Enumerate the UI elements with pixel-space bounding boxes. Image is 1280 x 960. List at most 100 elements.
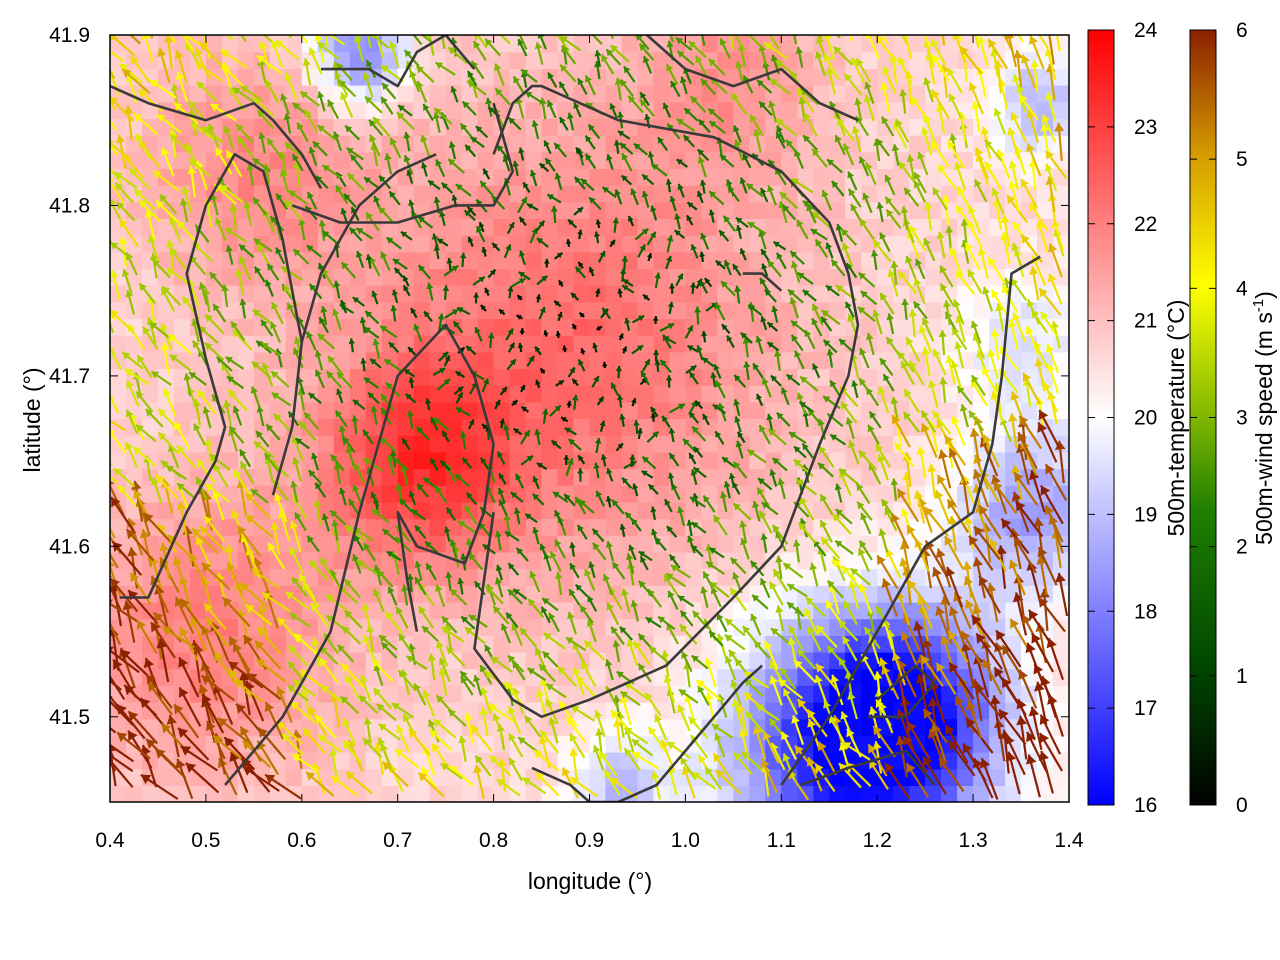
heatmap-cell — [477, 785, 495, 802]
heatmap-cell — [525, 151, 543, 169]
heatmap-cell — [301, 218, 319, 236]
heatmap-cell — [685, 218, 702, 236]
heatmap-cell — [301, 485, 319, 503]
heatmap-cell — [445, 135, 463, 153]
heatmap-cell — [797, 68, 814, 86]
heatmap-cell — [605, 251, 623, 270]
heatmap-cell — [541, 285, 559, 303]
heatmap-cell — [189, 68, 207, 86]
heatmap-cell — [925, 785, 942, 802]
heatmap-cell — [349, 285, 367, 303]
heatmap-cell — [509, 601, 527, 620]
heatmap-cell — [253, 535, 271, 553]
heatmap-cell — [317, 135, 335, 153]
heatmap-cell — [173, 401, 191, 420]
heatmap-cell — [653, 85, 670, 103]
heatmap-cell — [765, 235, 782, 253]
heatmap-cell — [253, 485, 271, 503]
heatmap-cell — [317, 601, 335, 620]
heatmap-cell — [381, 218, 399, 236]
heatmap-cell — [653, 485, 670, 503]
heatmap-cell — [717, 51, 734, 69]
heatmap-cell — [509, 235, 527, 253]
heatmap-cell — [301, 368, 319, 386]
heatmap-cell — [349, 301, 367, 320]
heatmap-cell — [157, 251, 175, 270]
heatmap-cell — [173, 151, 191, 169]
heatmap-cell — [557, 151, 575, 169]
heatmap-cell — [205, 535, 223, 553]
heatmap-cell — [253, 118, 271, 136]
x-tick-label: 1.1 — [767, 829, 796, 852]
heatmap-cell — [205, 251, 223, 270]
heatmap-cell — [557, 468, 575, 486]
heatmap-cell — [637, 268, 655, 286]
heatmap-cell — [973, 201, 990, 219]
heatmap-cell — [365, 518, 383, 536]
heatmap-cell — [541, 318, 559, 336]
heatmap-cell — [205, 285, 223, 303]
heatmap-cell — [285, 251, 303, 270]
heatmap-cell — [221, 685, 239, 703]
heatmap-cell — [237, 368, 255, 386]
heatmap-cell — [653, 185, 670, 203]
heatmap-cell — [173, 118, 191, 136]
heatmap-cell — [397, 318, 415, 336]
heatmap-cell — [157, 368, 175, 386]
heatmap-cell — [381, 68, 399, 86]
heatmap-cell — [509, 418, 527, 436]
heatmap-cell — [509, 451, 527, 470]
heatmap-cell — [301, 785, 319, 802]
heatmap-cell — [349, 385, 367, 403]
heatmap-cell — [717, 201, 734, 219]
heatmap-cell — [397, 85, 415, 103]
heatmap-cell — [381, 601, 399, 620]
heatmap-cell — [413, 451, 431, 470]
heatmap-cell — [861, 785, 878, 802]
heatmap-cell — [461, 218, 479, 236]
heatmap-cell — [621, 435, 639, 453]
heatmap-cell — [429, 401, 447, 420]
heatmap-cell — [189, 585, 207, 603]
heatmap-cell — [189, 735, 207, 753]
heatmap-cell — [749, 201, 766, 219]
heatmap-cell — [397, 251, 415, 270]
heatmap-cell — [397, 301, 415, 320]
heatmap-cell — [1053, 785, 1069, 802]
heatmap-cell — [365, 51, 383, 69]
heatmap-cell — [749, 518, 766, 536]
heatmap-cell — [173, 318, 191, 336]
heatmap-cell — [333, 151, 351, 169]
x-tick-label: 0.7 — [383, 829, 412, 852]
heatmap-cell — [413, 385, 431, 403]
heatmap-cell — [157, 651, 175, 670]
heatmap-cell — [621, 468, 639, 486]
heatmap-cell — [621, 368, 639, 386]
heatmap-cell — [717, 351, 734, 370]
heatmap-cell — [509, 285, 527, 303]
heatmap-cell — [541, 251, 559, 270]
heatmap-cell — [909, 135, 926, 153]
heatmap-cell — [733, 201, 750, 219]
heatmap-cell — [1005, 351, 1022, 370]
heatmap-cell — [685, 501, 702, 520]
heatmap-cell — [573, 268, 591, 286]
heatmap-cell — [845, 685, 862, 703]
heatmap-cell — [445, 501, 463, 520]
heatmap-cell — [541, 468, 559, 486]
heatmap-cell — [1053, 201, 1069, 219]
heatmap-cell — [301, 235, 319, 253]
heatmap-cell — [397, 268, 415, 286]
heatmap-cell — [269, 285, 287, 303]
heatmap-cell — [637, 601, 655, 620]
heatmap-cell — [110, 518, 127, 536]
heatmap-cell — [397, 551, 415, 570]
heatmap-cell — [142, 351, 159, 370]
heatmap-cell — [253, 468, 271, 486]
heatmap-cell — [110, 251, 127, 270]
heatmap-cell — [861, 318, 878, 336]
heatmap-cell — [717, 285, 734, 303]
heatmap-cell — [413, 651, 431, 670]
heatmap-cell — [445, 218, 463, 236]
heatmap-cell — [221, 335, 239, 353]
